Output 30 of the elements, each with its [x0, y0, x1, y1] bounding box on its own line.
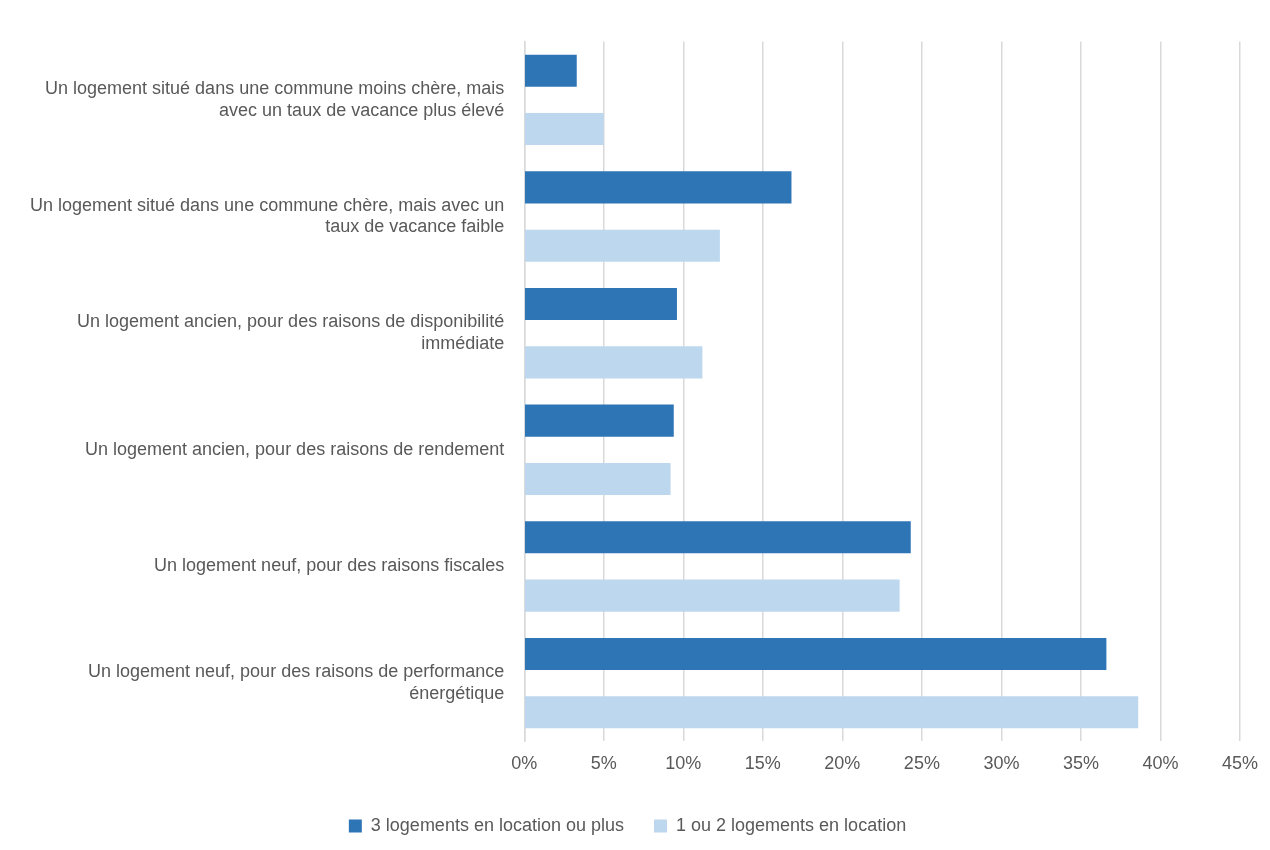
x-tick-label: 40%	[1142, 753, 1179, 774]
bar	[525, 637, 1107, 670]
bar	[525, 346, 703, 379]
y-tick-label: Un logement ancien, pour des raisons de rendement	[84, 438, 505, 459]
x-tick-label: 20%	[824, 753, 861, 774]
y-tick-label: Un logement situé dans une commune chère, mais avec un taux de vacance faible	[29, 194, 505, 237]
bar	[525, 171, 792, 204]
bar	[525, 696, 1139, 729]
y-tick-label: Un logement neuf, pour des raisons fiscales	[154, 555, 505, 576]
x-tick-label: 45%	[1221, 753, 1258, 774]
x-tick-label: 15%	[744, 753, 781, 774]
bar	[525, 113, 604, 146]
y-tick-label: Un logement ancien, pour des raisons de disponibilité immédiate	[76, 311, 505, 353]
bar	[525, 462, 671, 496]
bar	[525, 287, 677, 321]
x-tick-label: 35%	[1062, 753, 1099, 774]
x-tick-label: 0%	[511, 753, 538, 774]
y-tick-label: Un logement neuf, pour des raisons de performance énergétique	[88, 661, 505, 703]
bar	[525, 229, 720, 262]
x-tick-label: 30%	[983, 753, 1020, 774]
legend-label: 1 ou 2 logements en location	[676, 814, 907, 835]
x-tick-label: 5%	[590, 753, 617, 774]
x-tick-label: 10%	[665, 753, 702, 774]
bar	[525, 579, 900, 612]
y-tick-label: Un logement situé dans une commune moins chère, mais avec un taux de vacance plus élevé	[45, 78, 505, 120]
x-tick-label: 25%	[903, 753, 940, 774]
bar	[525, 521, 911, 554]
legend-label: 3 logements en location ou plus	[370, 814, 625, 835]
bar	[525, 404, 674, 437]
bar	[525, 54, 577, 87]
